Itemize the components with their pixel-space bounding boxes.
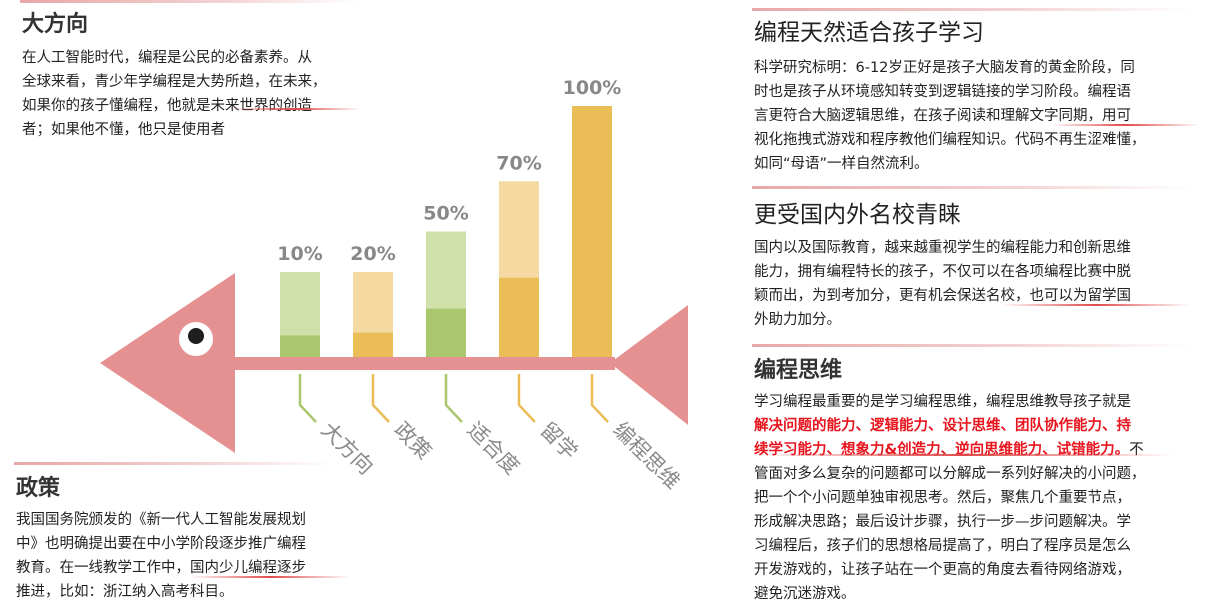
fishbone-bar-chart: 10% 20% 50% 70% 100% 大方向 政策 适合度 留学 编程思维 — [100, 77, 688, 494]
decor-line — [14, 462, 334, 465]
fish-spine — [233, 357, 615, 370]
fish-head — [100, 273, 235, 453]
text-line: 言更符合大脑逻辑思维，在孩子阅读和理解文字同期，用可 — [754, 108, 1131, 124]
text-line: 形成解决思路；最后设计步骤，执行一步—步问题解决。学 — [754, 514, 1131, 530]
text-line: 科学研究标明：6-12岁正好是孩子大脑发育的黄金阶段，同 — [754, 60, 1135, 76]
text-line: 者；如果他不懂，他只是使用者 — [22, 122, 225, 138]
text-line: 把一个个小问题单独审视思考。然后，聚焦几个重要节点， — [754, 490, 1131, 506]
text-line: 管面对多么复杂的问题都可以分解成一系列好解决的小问题， — [754, 466, 1146, 482]
section-direction: 大方向 在人工智能时代，编程是公民的必备素养。从 全球来看，青少年学编程是大势所… — [22, 10, 382, 142]
section-title: 政策 — [16, 476, 61, 501]
bar-value-label: 20% — [350, 243, 395, 265]
text-line: 如同“母语”一样自然流利。 — [754, 156, 929, 172]
category-label: 留学 — [535, 418, 582, 465]
bar-value-label: 10% — [277, 243, 322, 265]
section-suitable: 编程天然适合孩子学习 科学研究标明：6-12岁正好是孩子大脑发育的黄金阶段，同 … — [754, 18, 1204, 176]
highlight-underline — [1050, 124, 1200, 126]
text-line: 时也是孩子从环境感知转变到逻辑链接的学习阶段。编程语 — [754, 84, 1131, 100]
section-body: 科学研究标明：6-12岁正好是孩子大脑发育的黄金阶段，同 时也是孩子从环境感知转… — [754, 56, 1204, 176]
bone-line — [444, 374, 463, 423]
category-label: 政策 — [389, 418, 436, 465]
highlight-text: 解决问题的能力、逻辑能力、设计思维、团队协作能力、持 — [754, 418, 1131, 434]
text-line: 能力，拥有编程特长的孩子，不仅可以在各项编程比赛中脱 — [754, 264, 1131, 280]
text-line: 避免沉迷游戏。 — [754, 586, 856, 602]
bar-value-label: 50% — [423, 203, 468, 225]
section-title: 编程天然适合孩子学习 — [754, 20, 984, 46]
section-policy: 政策 我国国务院颁发的《新一代人工智能发展规划 中》也明确提出要在中小学阶段逐步… — [16, 474, 376, 604]
text-line: 如果你的孩子懂编程，他就是未来世界的创造 — [22, 98, 312, 114]
text-line: 颖而出，为到考加分，更有机会保送名校，也可以为留学国 — [754, 288, 1131, 304]
text-line: 国内以及国际教育，越来越重视学生的编程能力和创新思维 — [754, 240, 1131, 256]
text-line: 在人工智能时代，编程是公民的必备素养。从 — [22, 50, 312, 66]
bones-group: 大方向 政策 适合度 留学 编程思维 — [298, 374, 685, 494]
text-line: 教育。在一线教学工作中，国内少儿编程逐步 — [16, 560, 306, 576]
decor-line — [752, 8, 1192, 11]
text-line: 开发游戏的，让孩子站在一个更高的角度去看待网络游戏， — [754, 562, 1131, 578]
bone-line — [517, 374, 536, 423]
bar — [426, 308, 466, 357]
category-label: 适合度 — [462, 418, 524, 480]
decor-line — [752, 344, 1192, 347]
text-line: 续学习能力、想象力&创造力、逆向思维能力、试错能力。不 — [754, 438, 1209, 462]
text-line: 外助力加分。 — [754, 312, 841, 328]
bar — [353, 332, 393, 357]
section-body: 学习编程最重要的是学习编程思维，编程思维教导孩子就是 解决问题的能力、逻辑能力、… — [754, 390, 1209, 606]
text-line: 全球来看，青少年学编程是大势所趋，在未来， — [22, 74, 327, 90]
fish-pupil — [188, 328, 204, 344]
highlight-underline — [754, 454, 1174, 456]
bone-line — [298, 374, 317, 423]
section-title: 大方向 — [22, 12, 89, 37]
bar-value-label: 70% — [496, 152, 541, 174]
bone-line — [371, 374, 390, 423]
fish-tail — [610, 305, 688, 425]
highlight-underline — [230, 108, 360, 110]
bone-line — [590, 374, 609, 423]
section-body: 在人工智能时代，编程是公民的必备素养。从 全球来看，青少年学编程是大势所趋，在未… — [22, 46, 382, 142]
category-label: 编程思维 — [608, 418, 684, 494]
fish-skeleton — [100, 273, 688, 453]
text-line: 视化拖拽式游戏和程序教他们编程知识。代码不再生涩难懂， — [754, 132, 1146, 148]
text-line: 习编程后，孩子们的思想格局提高了，明白了程序员是怎么 — [754, 538, 1131, 554]
bar — [572, 106, 612, 357]
section-schools: 更受国内外名校青睐 国内以及国际教育，越来越重视学生的编程能力和创新思维 能力，… — [754, 200, 1204, 332]
section-thinking: 编程思维 学习编程最重要的是学习编程思维，编程思维教导孩子就是 解决问题的能力、… — [754, 356, 1209, 606]
decor-line — [20, 0, 360, 3]
highlight-underline — [1000, 304, 1190, 306]
bar — [280, 335, 320, 357]
highlight-underline — [190, 576, 350, 578]
text-line: 中》也明确提出要在中小学阶段逐步推广编程 — [16, 536, 306, 552]
text-line: 我国国务院颁发的《新一代人工智能发展规划 — [16, 512, 306, 528]
section-title: 编程思维 — [754, 358, 843, 383]
section-title: 更受国内外名校青睐 — [754, 202, 961, 228]
category-label: 大方向 — [316, 418, 378, 480]
bar-value-label: 100% — [563, 77, 622, 99]
section-body: 我国国务院颁发的《新一代人工智能发展规划 中》也明确提出要在中小学阶段逐步推广编… — [16, 508, 376, 604]
section-body: 国内以及国际教育，越来越重视学生的编程能力和创新思维 能力，拥有编程特长的孩子，… — [754, 236, 1204, 332]
bars-group: 10% 20% 50% 70% 100% — [277, 77, 621, 357]
bar — [499, 277, 539, 357]
text-line: 推进，比如：浙江纳入高考科目。 — [16, 584, 234, 600]
text-line: 学习编程最重要的是学习编程思维，编程思维教导孩子就是 — [754, 394, 1131, 410]
decor-line — [752, 186, 1192, 189]
